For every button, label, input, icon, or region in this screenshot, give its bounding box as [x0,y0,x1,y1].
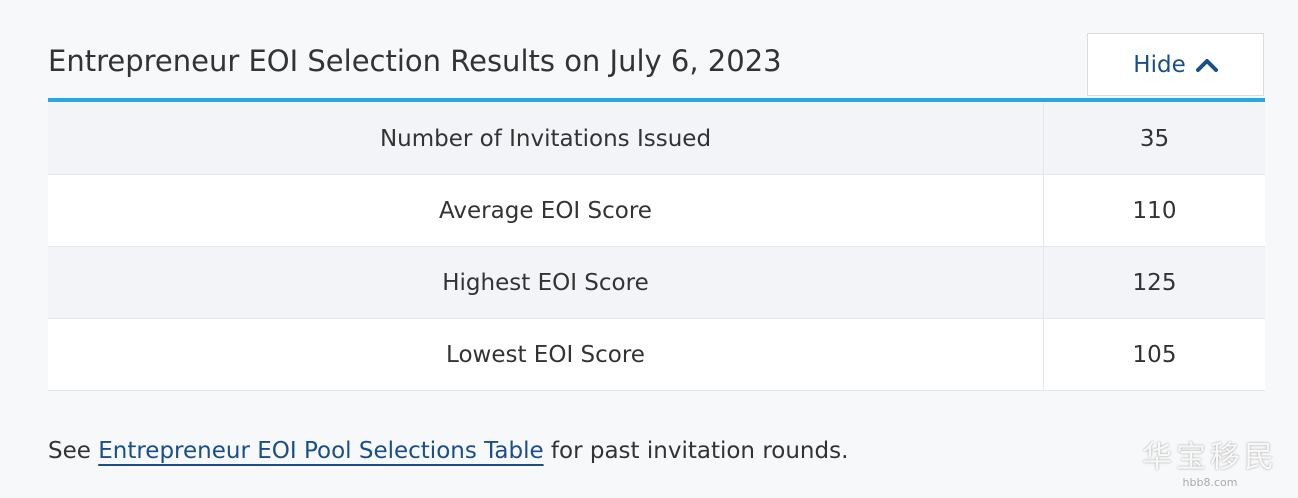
footer-text: for past invitation rounds. [550,438,849,464]
row-label: Number of Invitations Issued [48,103,1044,175]
row-value: 110 [1043,174,1265,247]
chevron-up-icon [1195,58,1218,72]
row-label: Lowest EOI Score [48,318,1044,391]
watermark: 华宝移民 hbb8.com [1142,432,1278,489]
row-value: 105 [1043,318,1265,391]
watermark-site: hbb8.com [1182,476,1238,489]
section-title: Entrepreneur EOI Selection Results on Ju… [48,44,782,78]
table-row: Average EOI Score 110 [48,174,1265,247]
title-underline [48,98,1265,102]
row-label: Highest EOI Score [48,246,1044,319]
footer-text: See [48,438,91,464]
results-table: Number of Invitations Issued 35 Average E… [48,103,1265,391]
footer-note: See Entrepreneur EOI Pool Selections Tab… [48,438,848,464]
hide-label: Hide [1133,51,1186,78]
row-label: Average EOI Score [48,174,1044,247]
table-row: Highest EOI Score 125 [48,246,1265,319]
table-row: Lowest EOI Score 105 [48,318,1265,391]
watermark-name: 华宝移民 [1142,440,1278,475]
selections-table-link[interactable]: Entrepreneur EOI Pool Selections Table [98,438,544,464]
row-value: 125 [1043,246,1265,319]
row-value: 35 [1043,103,1265,175]
hide-button[interactable]: Hide [1087,33,1264,96]
table-row: Number of Invitations Issued 35 [48,103,1265,175]
